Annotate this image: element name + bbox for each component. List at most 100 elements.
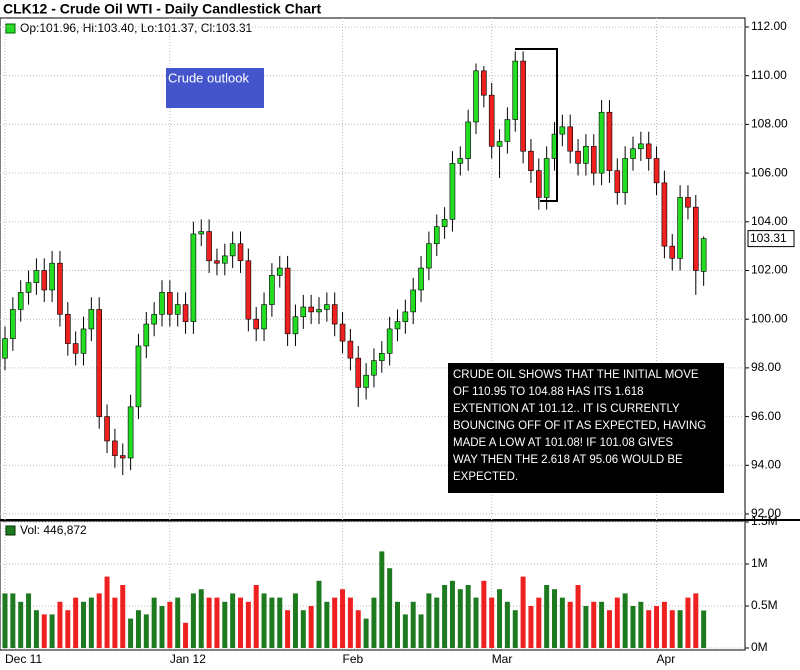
volume-bar [316, 580, 322, 648]
volume-bar [277, 597, 283, 648]
y-tick-label: 0M [751, 640, 768, 654]
candle-body [567, 126, 574, 152]
candle-body [214, 260, 220, 264]
candle-body [692, 206, 699, 271]
volume-bar [536, 597, 542, 648]
volume-bar [630, 606, 636, 648]
chart-title: CLK12 - Crude Oil WTI - Daily Candlestic… [3, 1, 322, 17]
candle-body [394, 321, 401, 330]
candle-body [72, 343, 79, 354]
candle-body [543, 158, 550, 198]
y-tick-label: 1.5M [751, 514, 778, 528]
candle-body [80, 328, 87, 354]
candle-body [402, 311, 409, 322]
volume-bar [701, 610, 707, 648]
candle-body [559, 126, 566, 135]
volume-bar [18, 601, 24, 648]
volume-bar [591, 601, 597, 648]
volume-bar [646, 610, 652, 648]
volume-bar [481, 580, 487, 648]
note-line: CRUDE OIL SHOWS THAT THE INITIAL MOVE [453, 369, 699, 381]
volume-bar [245, 601, 251, 648]
volume-bar [73, 597, 79, 648]
candle-body [449, 163, 456, 220]
volume-bar [33, 610, 39, 648]
volume-bar [214, 597, 220, 648]
candle-body [167, 292, 173, 315]
candle-body [355, 357, 362, 388]
candle-body [598, 111, 605, 174]
volume-bar [2, 593, 8, 648]
candle-body [614, 170, 621, 193]
volume-bar [135, 610, 141, 648]
volume-bar [190, 593, 196, 648]
volume-bar [253, 585, 259, 648]
volume-bar [465, 585, 471, 648]
candle-body [512, 60, 519, 120]
candle-body [88, 309, 95, 330]
candle-body [410, 289, 417, 313]
volume-bar [261, 593, 267, 648]
candle-body [253, 318, 259, 330]
candle-body [677, 197, 683, 259]
candle-body [669, 245, 676, 259]
candle-body [57, 262, 63, 315]
candle-body [151, 314, 157, 325]
volume-bar [567, 601, 573, 648]
volume-bar [41, 614, 47, 648]
candle-body [237, 243, 244, 262]
note-line: EXTENTION AT 101.12.. IT IS CURRENTLY [453, 403, 680, 415]
volume-bar [88, 597, 94, 648]
bracket [515, 48, 558, 202]
volume-bar [434, 597, 440, 648]
candle-body [49, 262, 55, 291]
price-legend: Op:101.96, Hi:103.40, Lo:101.37, Cl:103.… [20, 21, 252, 35]
volume-bar [81, 601, 86, 648]
note-box [448, 363, 724, 493]
volume-bar [575, 585, 581, 648]
note-line: MADE A LOW AT 101.08! IF 101.08 GIVES [453, 437, 673, 449]
candle-body [119, 455, 126, 459]
candle-body [645, 143, 652, 159]
volume-bar [355, 610, 361, 648]
volume-bar [363, 618, 369, 648]
volume-bar [96, 593, 102, 648]
candle-body [339, 323, 346, 342]
volume-bar [167, 601, 173, 648]
candle-body [17, 292, 24, 310]
candle-body [590, 146, 597, 174]
volume-bar [300, 610, 306, 648]
volume-bar [222, 601, 228, 648]
note-line: EXPECTED. [453, 471, 518, 483]
candle-body [276, 267, 283, 276]
candle-body [457, 158, 464, 164]
volume-bar [614, 597, 620, 648]
y-tick-label: 92.00 [751, 506, 781, 520]
volume-bar [198, 589, 204, 648]
candle-body [292, 316, 299, 335]
candle-body [575, 150, 581, 164]
candle-body [700, 238, 707, 272]
candle-body [638, 143, 644, 150]
candle-body [10, 309, 16, 339]
candle-body [104, 416, 110, 442]
y-tick-label: 108.00 [751, 117, 788, 131]
volume-bar [559, 597, 565, 648]
candle-body [41, 270, 48, 291]
volume-bar [57, 601, 63, 648]
volume-bar [677, 610, 683, 648]
x-tick-label: Apr [657, 652, 676, 666]
candle-body [261, 304, 267, 330]
volume-bar [552, 589, 557, 648]
candle-body [473, 70, 479, 123]
volume-bar [292, 593, 298, 648]
volume-bar [512, 610, 518, 648]
marks: 92.00 94.00 96.00 98.00 100.00 102.00 104.00 10… [0, 18, 795, 666]
candle-body [229, 243, 236, 257]
note-line: OF 110.95 TO 104.88 HAS ITS 1.618 [453, 386, 644, 398]
candle-body [182, 304, 189, 322]
candle-body [378, 352, 385, 361]
volume-bar [332, 597, 338, 648]
candle-body [418, 267, 424, 291]
